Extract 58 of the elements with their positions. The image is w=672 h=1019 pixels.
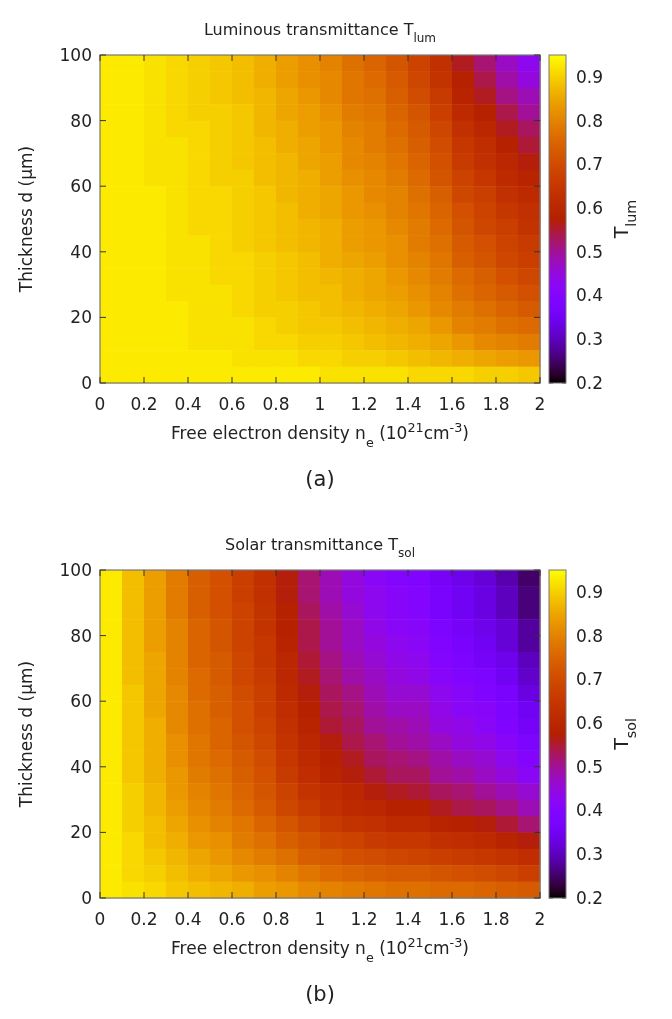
x-tick-label: 1.6 <box>438 909 466 929</box>
color-bar-label: 0.2 <box>576 887 604 908</box>
chart-title: Solar transmittance T$_{sol}$ <box>225 535 415 560</box>
x-tick-label: 0.8 <box>262 909 290 929</box>
chart-title: Luminous transmittance T$_{lum}$ <box>203 20 437 45</box>
x-tick-label: 1.2 <box>350 909 378 929</box>
y-tick-label: 20 <box>70 307 92 328</box>
x-tick-label: 0 <box>94 394 106 414</box>
color-bar-label: 0.5 <box>576 241 604 262</box>
x-tick-label: 1.4 <box>394 394 422 414</box>
color-bar-label: 0.7 <box>576 154 604 175</box>
color-bar-label: 0.9 <box>576 581 604 602</box>
color-bar-label: 0.8 <box>576 110 604 131</box>
x-axis-title: Free electron density n$_{e}$ (10$^{21}$cm$^{-3}$) <box>171 419 469 450</box>
x-tick-label: 0.6 <box>218 909 246 929</box>
y-tick-label: 0 <box>81 887 92 908</box>
y-tick-label: 100 <box>59 44 92 65</box>
color-bar-label: 0.6 <box>576 713 604 734</box>
x-tick-label: 0.4 <box>174 909 202 929</box>
y-tick-label: 80 <box>70 625 92 646</box>
x-tick-label: 2 <box>534 909 546 929</box>
color-bar-label: 0.3 <box>576 329 604 350</box>
color-bar-label: 0.6 <box>576 198 604 219</box>
y-tick-label: 20 <box>70 822 92 843</box>
x-tick-label: 0.8 <box>262 394 290 414</box>
color-bar-label: 0.7 <box>576 669 604 690</box>
x-tick-label: 1.2 <box>350 394 378 414</box>
color-bar-label: 0.8 <box>576 625 604 646</box>
y-tick-label: 80 <box>70 110 92 131</box>
color-bar-label: 0.2 <box>576 372 604 393</box>
x-tick-label: 1.4 <box>394 909 422 929</box>
x-tick-label: 2 <box>534 394 546 414</box>
y-tick-label: 100 <box>59 559 92 580</box>
x-tick-label: 1 <box>314 909 326 929</box>
x-tick-label: 1 <box>314 394 326 414</box>
y-tick-label: 40 <box>70 241 92 262</box>
text: (a) <box>305 467 335 491</box>
y-tick-label: 0 <box>81 372 92 393</box>
x-tick-label: 1.8 <box>482 394 510 414</box>
y-tick-label: 60 <box>70 691 92 712</box>
x-tick-label: 0.2 <box>130 909 158 929</box>
x-tick-label: 0.2 <box>130 394 158 414</box>
x-tick-label: 1.8 <box>482 909 510 929</box>
x-tick-label: 0 <box>94 909 106 929</box>
text: (b) <box>305 982 335 1006</box>
x-tick-label: 0.6 <box>218 394 246 414</box>
x-tick-label: 1.6 <box>438 394 466 414</box>
y-tick-label: 60 <box>70 176 92 197</box>
x-tick-label: 0.4 <box>174 394 202 414</box>
x-axis-title: Free electron density n$_{e}$ (10$^{21}$cm$^{-3}$) <box>171 934 469 965</box>
y-tick-label: 40 <box>70 756 92 777</box>
color-bar-label: 0.9 <box>576 66 604 87</box>
y-axis-title: Thickness d (μm) <box>16 145 36 294</box>
color-bar-label: 0.5 <box>576 756 604 777</box>
color-bar-label: 0.3 <box>576 844 604 865</box>
color-bar-label: 0.4 <box>576 800 604 821</box>
color-bar-label: 0.4 <box>576 285 604 306</box>
y-axis-title: Thickness d (μm) <box>16 660 36 809</box>
